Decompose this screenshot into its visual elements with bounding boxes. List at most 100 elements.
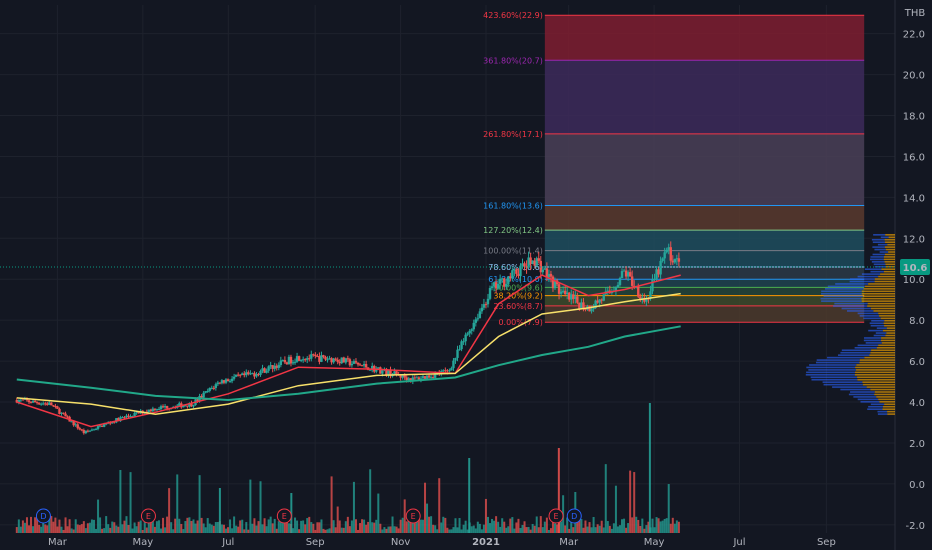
volume-profile-bar xyxy=(876,327,887,329)
volume-bar xyxy=(277,521,280,533)
candle-body xyxy=(255,374,258,377)
last-price-badge xyxy=(900,258,930,275)
candle-body xyxy=(29,402,33,404)
volume-profile-bar xyxy=(874,248,886,251)
volume-bar xyxy=(464,520,467,533)
volume-profile-bar xyxy=(805,374,855,376)
volume-bar xyxy=(572,527,575,533)
candle-body xyxy=(261,368,264,371)
candle-body xyxy=(17,400,21,403)
fib-level-label: 38.20%(9.2) xyxy=(493,292,542,301)
volume-bar xyxy=(373,522,376,533)
volume-bar xyxy=(137,521,140,533)
volume-bar xyxy=(330,476,333,533)
volume-bar xyxy=(641,518,644,533)
volume-bar xyxy=(172,529,175,533)
volume-profile-bar xyxy=(870,324,885,327)
volume-profile-bar xyxy=(861,300,895,302)
candle-body xyxy=(39,403,43,405)
volume-bar xyxy=(237,526,240,533)
event-marker-label: D xyxy=(40,512,46,521)
volume-bar xyxy=(119,469,122,533)
event-marker[interactable] xyxy=(548,508,564,524)
volume-bar xyxy=(377,493,380,533)
x-axis-label: Jul xyxy=(732,537,745,548)
candle-body xyxy=(27,400,31,403)
volume-bar xyxy=(115,525,118,533)
volume-bar xyxy=(531,523,534,533)
volume-profile-bar xyxy=(859,315,880,317)
volume-bar xyxy=(393,526,396,533)
volume-profile-bar xyxy=(808,369,856,371)
candle-body xyxy=(515,269,518,274)
moving-average-line[interactable] xyxy=(16,325,681,402)
volume-bar xyxy=(383,527,386,533)
volume-bar xyxy=(249,479,252,533)
volume-bar xyxy=(82,521,85,533)
volume-bar xyxy=(608,525,611,533)
volume-bar xyxy=(92,519,95,533)
candle-body xyxy=(456,349,459,358)
volume-bar xyxy=(551,518,554,533)
volume-bar xyxy=(196,520,199,533)
volume-bar xyxy=(36,517,39,533)
volume-profile-bar xyxy=(882,329,895,332)
volume-bar xyxy=(363,519,366,533)
volume-profile-bar xyxy=(885,263,895,266)
x-axis-label: Jul xyxy=(221,537,234,548)
candle-body xyxy=(535,258,538,266)
volume-bar xyxy=(168,488,171,533)
candle-body xyxy=(60,412,63,414)
volume-profile-bar xyxy=(811,378,858,381)
event-marker[interactable] xyxy=(405,508,421,524)
volume-bar xyxy=(594,527,597,533)
candle-body xyxy=(184,405,187,407)
candle-body xyxy=(243,373,246,376)
volume-bar xyxy=(231,528,234,533)
candle-body xyxy=(472,322,475,330)
candle-body xyxy=(484,304,488,306)
candle-body xyxy=(620,271,624,279)
event-marker-label: E xyxy=(411,512,416,521)
candle-body xyxy=(200,395,203,398)
candle-body xyxy=(129,416,132,418)
volume-bar xyxy=(623,518,626,533)
volume-bar xyxy=(584,520,587,533)
volume-bar xyxy=(186,517,189,533)
volume-bar xyxy=(478,523,481,533)
volume-profile-bar xyxy=(873,234,886,236)
y-axis-label: 16.0 xyxy=(903,152,925,163)
volume-bar xyxy=(336,506,339,533)
volume-profile-bar xyxy=(887,410,895,413)
candle-body xyxy=(190,403,193,407)
event-marker[interactable] xyxy=(566,508,582,524)
fib-zone xyxy=(544,133,865,206)
volume-profile-bar xyxy=(888,251,895,253)
candle-body xyxy=(624,270,628,277)
volume-profile-bar xyxy=(869,258,884,261)
candle-body xyxy=(647,298,650,300)
volume-bar xyxy=(501,518,504,533)
volume-bar xyxy=(529,529,532,533)
candle-body xyxy=(669,247,672,261)
moving-average-line[interactable] xyxy=(16,274,681,428)
volume-bar xyxy=(300,520,303,533)
event-marker[interactable] xyxy=(140,508,156,524)
candle-body xyxy=(131,416,134,418)
volume-profile-bar xyxy=(885,265,895,268)
candle-body xyxy=(328,358,331,360)
event-marker[interactable] xyxy=(276,508,292,524)
volume-bar xyxy=(88,522,91,533)
candle-body xyxy=(334,358,337,360)
moving-average-line[interactable] xyxy=(16,292,681,416)
volume-bar xyxy=(178,518,181,533)
event-marker-label: E xyxy=(554,512,559,521)
candle-body xyxy=(21,399,25,401)
candle-body xyxy=(182,405,185,408)
event-marker[interactable] xyxy=(35,508,51,524)
candle-body xyxy=(458,349,461,351)
volume-profile-bar xyxy=(879,401,895,403)
volume-bar xyxy=(220,524,223,533)
volume-bar xyxy=(346,516,349,533)
